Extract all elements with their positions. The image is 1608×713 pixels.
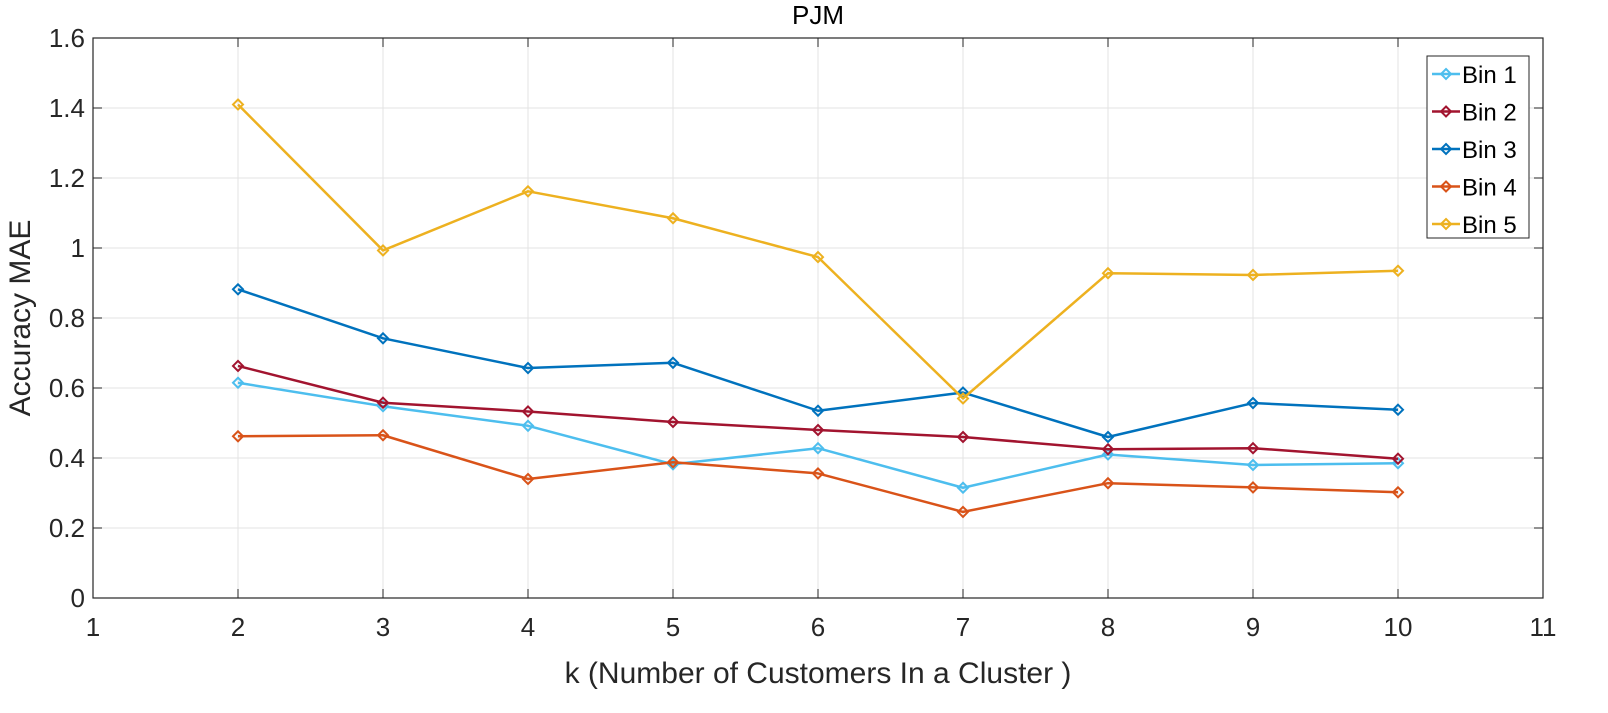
data-point: [1246, 441, 1260, 455]
x-tick-label: 11: [1530, 612, 1557, 642]
data-point: [1246, 458, 1260, 472]
y-tick-label: 0: [71, 583, 85, 613]
data-point: [1101, 442, 1115, 456]
y-tick-label: 0.2: [49, 513, 85, 543]
legend-item: Bin 1: [1432, 62, 1517, 89]
data-point: [1101, 266, 1115, 280]
x-tick-label: 7: [956, 612, 970, 642]
data-point: [956, 505, 970, 519]
data-point: [1101, 448, 1115, 461]
x-tick-label: 4: [521, 612, 535, 642]
x-tick-label: 2: [231, 612, 245, 642]
y-tick-label: 1.4: [49, 93, 85, 123]
data-point: [521, 472, 535, 486]
data-point: [376, 244, 390, 257]
data-point: [231, 376, 245, 390]
legend-marker: [1439, 142, 1453, 156]
data-point: [1391, 452, 1405, 466]
series-2: [231, 359, 1405, 466]
data-point: [956, 481, 970, 495]
y-tick-label: 1.6: [49, 23, 85, 53]
data-point: [231, 98, 245, 111]
data-point: [811, 404, 825, 418]
series-1: [231, 376, 1405, 495]
data-point: [1391, 403, 1405, 417]
series-line: [237, 288, 1399, 439]
y-tick-label: 1.2: [49, 163, 85, 193]
legend-marker: [1439, 180, 1453, 193]
series-lines: [231, 98, 1405, 519]
x-tick-label: 6: [811, 612, 825, 642]
data-point: [1246, 396, 1260, 410]
legend-label: Bin 4: [1462, 175, 1517, 202]
x-tick-label: 9: [1246, 612, 1260, 642]
x-tick-label: 3: [376, 612, 390, 642]
data-point: [811, 441, 825, 455]
legend-item: Bin 5: [1432, 212, 1517, 239]
data-point: [666, 211, 680, 225]
legend-label: Bin 3: [1462, 137, 1517, 164]
series-line: [237, 434, 1399, 514]
series-line: [237, 103, 1399, 400]
data-point: [666, 356, 680, 370]
legend-label: Bin 2: [1462, 100, 1517, 127]
data-point: [521, 361, 535, 375]
data-point: [666, 455, 680, 469]
data-point: [376, 331, 390, 345]
data-point: [1246, 268, 1260, 282]
x-tick-label: 10: [1384, 612, 1413, 642]
y-tick-label: 0.4: [49, 443, 85, 473]
data-point: [1391, 485, 1405, 499]
data-point: [376, 428, 390, 442]
y-tick-label: 0.8: [49, 303, 85, 333]
data-point: [1391, 264, 1405, 278]
data-point: [956, 430, 970, 444]
x-tick-label: 1: [86, 612, 100, 642]
data-point: [521, 184, 535, 198]
legend-marker: [1439, 217, 1453, 231]
legend: Bin 1 Bin 2 Bin 3 Bin 4 Bin 5: [1426, 55, 1530, 239]
data-point: [1246, 480, 1260, 494]
data-point: [666, 415, 680, 429]
legend-item: Bin 3: [1432, 137, 1517, 164]
legend-label: Bin 5: [1462, 212, 1517, 239]
legend-marker: [1439, 105, 1453, 118]
data-point: [956, 392, 970, 405]
legend-item: Bin 2: [1432, 100, 1517, 127]
legend-label: Bin 1: [1462, 62, 1517, 89]
x-tick-label: 5: [666, 612, 680, 642]
legend-marker: [1439, 67, 1453, 81]
data-point: [811, 466, 825, 480]
legend-item: Bin 4: [1432, 175, 1517, 202]
y-tick-label: 1: [71, 233, 85, 263]
y-tick-label: 0.6: [49, 373, 85, 403]
series-line: [237, 381, 1399, 489]
data-point: [521, 419, 535, 433]
chart-title: PJM: [792, 0, 844, 30]
data-point: [811, 423, 825, 437]
data-point: [1101, 430, 1115, 444]
axis-ticks: 1 2 3 4 5 6 7 8 9 10 11 0 0.2 0.4 0.6 0.8 1 1.2 1.4 1.6: [49, 23, 1557, 642]
series-4: [231, 428, 1405, 519]
x-tick-label: 8: [1101, 612, 1115, 642]
data-point: [231, 359, 245, 373]
data-point: [1101, 476, 1115, 490]
series-line: [237, 364, 1399, 460]
data-point: [231, 282, 245, 296]
y-axis-title: Accuracy MAE: [4, 220, 37, 417]
data-point: [231, 429, 245, 443]
data-point: [376, 396, 390, 410]
x-axis-title: k (Number of Customers In a Cluster ): [565, 657, 1072, 690]
data-point: [811, 250, 825, 264]
series-5: [231, 98, 1405, 405]
data-point: [521, 405, 535, 418]
